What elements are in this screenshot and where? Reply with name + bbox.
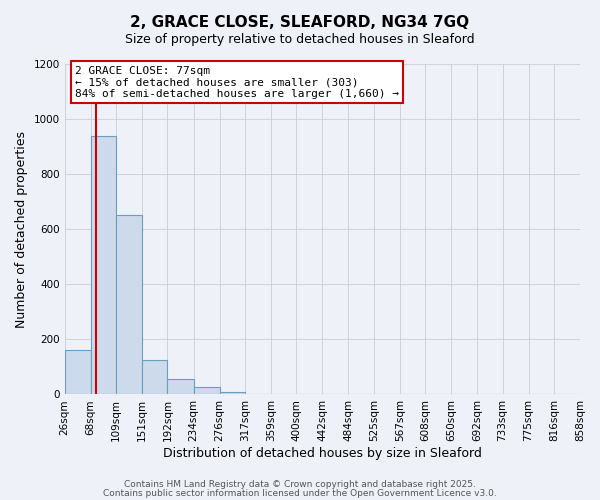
Text: Size of property relative to detached houses in Sleaford: Size of property relative to detached ho… [125, 32, 475, 46]
Bar [116, 216, 142, 394]
Bar [193, 386, 220, 394]
Text: Contains public sector information licensed under the Open Government Licence v3: Contains public sector information licen… [103, 488, 497, 498]
Text: 2 GRACE CLOSE: 77sqm
← 15% of detached houses are smaller (303)
84% of semi-deta: 2 GRACE CLOSE: 77sqm ← 15% of detached h… [75, 66, 399, 99]
Text: 2, GRACE CLOSE, SLEAFORD, NG34 7GQ: 2, GRACE CLOSE, SLEAFORD, NG34 7GQ [130, 15, 470, 30]
Y-axis label: Number of detached properties: Number of detached properties [15, 130, 28, 328]
Bar [167, 379, 193, 394]
Text: Contains HM Land Registry data © Crown copyright and database right 2025.: Contains HM Land Registry data © Crown c… [124, 480, 476, 489]
Bar [220, 392, 245, 394]
Bar [91, 136, 116, 394]
X-axis label: Distribution of detached houses by size in Sleaford: Distribution of detached houses by size … [163, 447, 482, 460]
Bar [142, 360, 167, 394]
Bar [65, 350, 91, 395]
